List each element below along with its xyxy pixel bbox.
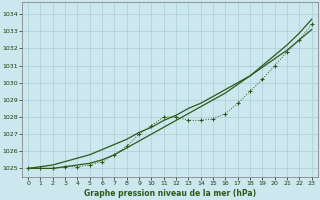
- X-axis label: Graphe pression niveau de la mer (hPa): Graphe pression niveau de la mer (hPa): [84, 189, 256, 198]
